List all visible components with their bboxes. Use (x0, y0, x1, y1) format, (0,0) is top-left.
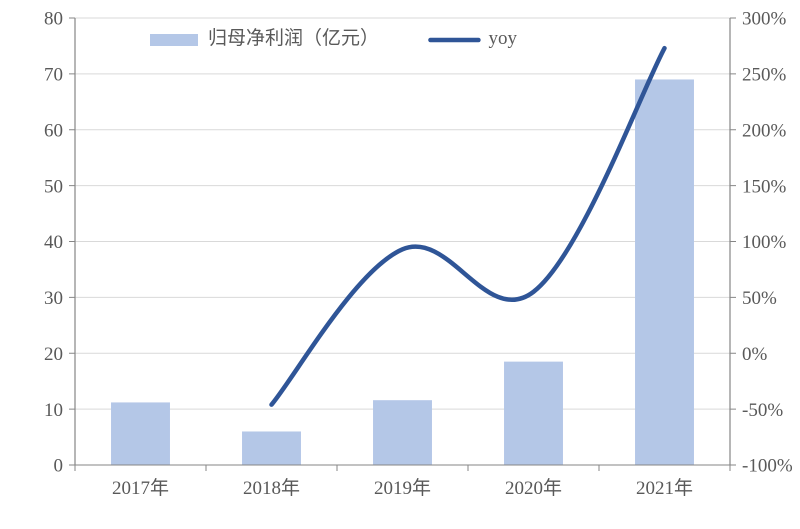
y-left-label: 20 (44, 344, 63, 365)
y-right-label: 150% (742, 176, 787, 197)
legend-bar-swatch (150, 34, 198, 46)
y-right-label: 300% (742, 9, 787, 30)
y-left-label: 10 (44, 400, 63, 421)
y-left-label: 50 (44, 176, 63, 197)
category-label: 2019年 (374, 477, 431, 499)
y-left-label: 40 (44, 232, 63, 253)
chart-svg: 2017年 2018年 2019年 2020年 2021年 0 10 20 30 40 50 60 70… (0, 0, 800, 529)
y-right-label: 100% (742, 232, 787, 253)
y-left-label: 70 (44, 65, 63, 86)
combo-chart: 2017年 2018年 2019年 2020年 2021年 0 10 20 30 40 50 60 70… (0, 0, 800, 529)
y-right-label: 50% (742, 288, 777, 309)
category-label: 2017年 (112, 477, 169, 499)
bar (635, 79, 694, 465)
y-right-label: -100% (742, 456, 793, 477)
bar (373, 400, 432, 465)
bar (242, 431, 301, 465)
bar (111, 402, 170, 465)
y-right-label: 0% (742, 344, 768, 365)
category-label: 2018年 (243, 477, 300, 499)
y-right-label: 200% (742, 120, 787, 141)
category-label: 2021年 (636, 477, 693, 499)
legend-line-label: yoy (488, 28, 517, 49)
y-right-label: -50% (742, 400, 783, 421)
y-left-label: 60 (44, 120, 63, 141)
y-left-label: 0 (54, 456, 64, 477)
y-left-label: 80 (44, 9, 63, 30)
y-right-label: 250% (742, 65, 787, 86)
y-left-label: 30 (44, 288, 63, 309)
legend-bar-label: 归母净利润（亿元） (208, 27, 379, 49)
bar (504, 362, 563, 465)
category-label: 2020年 (505, 477, 562, 499)
yoy-line (272, 48, 665, 404)
